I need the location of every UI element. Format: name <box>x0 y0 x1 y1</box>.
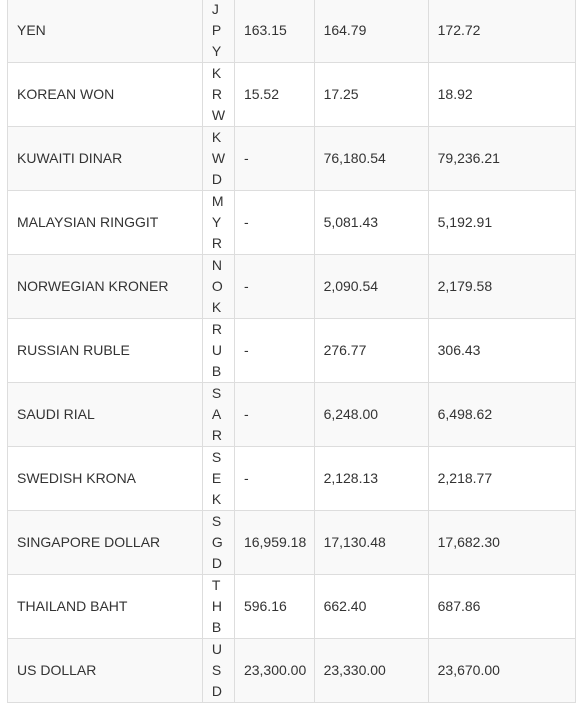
rate-value-3-cell: 306.43 <box>427 318 577 383</box>
rate-value-1-cell: - <box>233 190 315 255</box>
rate-value-3-cell: 17,682.30 <box>427 510 577 575</box>
currency-name-cell: SINGAPORE DOLLAR <box>7 510 203 575</box>
currency-name-cell: YEN <box>7 0 203 63</box>
rate-value-2-cell: 5,081.43 <box>313 190 429 255</box>
rate-value-1-cell: - <box>233 446 315 511</box>
table-row: KOREAN WON KRW 15.52 17.25 18.92 <box>7 62 577 127</box>
currency-code-cell: USD <box>201 638 235 703</box>
rate-value-2-cell: 2,090.54 <box>313 254 429 319</box>
currency-code-cell: KWD <box>201 126 235 191</box>
rate-value-1-cell: - <box>233 254 315 319</box>
rate-value-2-cell: 276.77 <box>313 318 429 383</box>
rate-value-1-cell: - <box>233 126 315 191</box>
rate-value-2-cell: 17.25 <box>313 62 429 127</box>
table-row: SWEDISH KRONA SEK - 2,128.13 2,218.77 <box>7 446 577 511</box>
currency-name-cell: RUSSIAN RUBLE <box>7 318 203 383</box>
table-row: SAUDI RIAL SAR - 6,248.00 6,498.62 <box>7 382 577 447</box>
rate-value-3-cell: 2,218.77 <box>427 446 577 511</box>
currency-code-cell: JPY <box>201 0 235 63</box>
currency-code-cell: SGD <box>201 510 235 575</box>
table-row: MALAYSIAN RINGGIT MYR - 5,081.43 5,192.9… <box>7 190 577 255</box>
table-row: NORWEGIAN KRONER NOK - 2,090.54 2,179.58 <box>7 254 577 319</box>
rate-value-1-cell: 163.15 <box>233 0 315 63</box>
currency-name-cell: KOREAN WON <box>7 62 203 127</box>
currency-name-cell: SWEDISH KRONA <box>7 446 203 511</box>
currency-name-cell: NORWEGIAN KRONER <box>7 254 203 319</box>
rate-value-2-cell: 2,128.13 <box>313 446 429 511</box>
currency-name-cell: MALAYSIAN RINGGIT <box>7 190 203 255</box>
table-row: US DOLLAR USD 23,300.00 23,330.00 23,670… <box>7 638 577 703</box>
rate-value-3-cell: 79,236.21 <box>427 126 577 191</box>
currency-name-cell: SAUDI RIAL <box>7 382 203 447</box>
currency-name-cell: THAILAND BAHT <box>7 574 203 639</box>
currency-code-cell: NOK <box>201 254 235 319</box>
rate-value-2-cell: 76,180.54 <box>313 126 429 191</box>
currency-code-cell: KRW <box>201 62 235 127</box>
rate-value-3-cell: 18.92 <box>427 62 577 127</box>
currency-code-cell: RUB <box>201 318 235 383</box>
rate-value-3-cell: 687.86 <box>427 574 577 639</box>
currency-code-cell: MYR <box>201 190 235 255</box>
currency-code-cell: SEK <box>201 446 235 511</box>
rate-value-1-cell: 16,959.18 <box>233 510 315 575</box>
rate-value-2-cell: 164.79 <box>313 0 429 63</box>
rate-value-2-cell: 23,330.00 <box>313 638 429 703</box>
rate-value-3-cell: 5,192.91 <box>427 190 577 255</box>
exchange-rate-table: YEN JPY 163.15 164.79 172.72 KOREAN WON … <box>7 0 577 703</box>
rate-value-1-cell: 23,300.00 <box>233 638 315 703</box>
rate-value-3-cell: 172.72 <box>427 0 577 63</box>
rate-value-1-cell: 596.16 <box>233 574 315 639</box>
rate-value-3-cell: 2,179.58 <box>427 254 577 319</box>
table-row: SINGAPORE DOLLAR SGD 16,959.18 17,130.48… <box>7 510 577 575</box>
rate-value-3-cell: 23,670.00 <box>427 638 577 703</box>
currency-code-cell: THB <box>201 574 235 639</box>
currency-code-cell: SAR <box>201 382 235 447</box>
rate-value-2-cell: 17,130.48 <box>313 510 429 575</box>
rate-value-1-cell: - <box>233 382 315 447</box>
table-row: THAILAND BAHT THB 596.16 662.40 687.86 <box>7 574 577 639</box>
rate-value-2-cell: 662.40 <box>313 574 429 639</box>
rate-value-1-cell: 15.52 <box>233 62 315 127</box>
currency-name-cell: KUWAITI DINAR <box>7 126 203 191</box>
rate-value-2-cell: 6,248.00 <box>313 382 429 447</box>
rate-value-3-cell: 6,498.62 <box>427 382 577 447</box>
rate-value-1-cell: - <box>233 318 315 383</box>
table-row: RUSSIAN RUBLE RUB - 276.77 306.43 <box>7 318 577 383</box>
currency-name-cell: US DOLLAR <box>7 638 203 703</box>
table-row: KUWAITI DINAR KWD - 76,180.54 79,236.21 <box>7 126 577 191</box>
exchange-rate-rows: YEN JPY 163.15 164.79 172.72 KOREAN WON … <box>7 0 577 703</box>
table-row: YEN JPY 163.15 164.79 172.72 <box>7 0 577 63</box>
